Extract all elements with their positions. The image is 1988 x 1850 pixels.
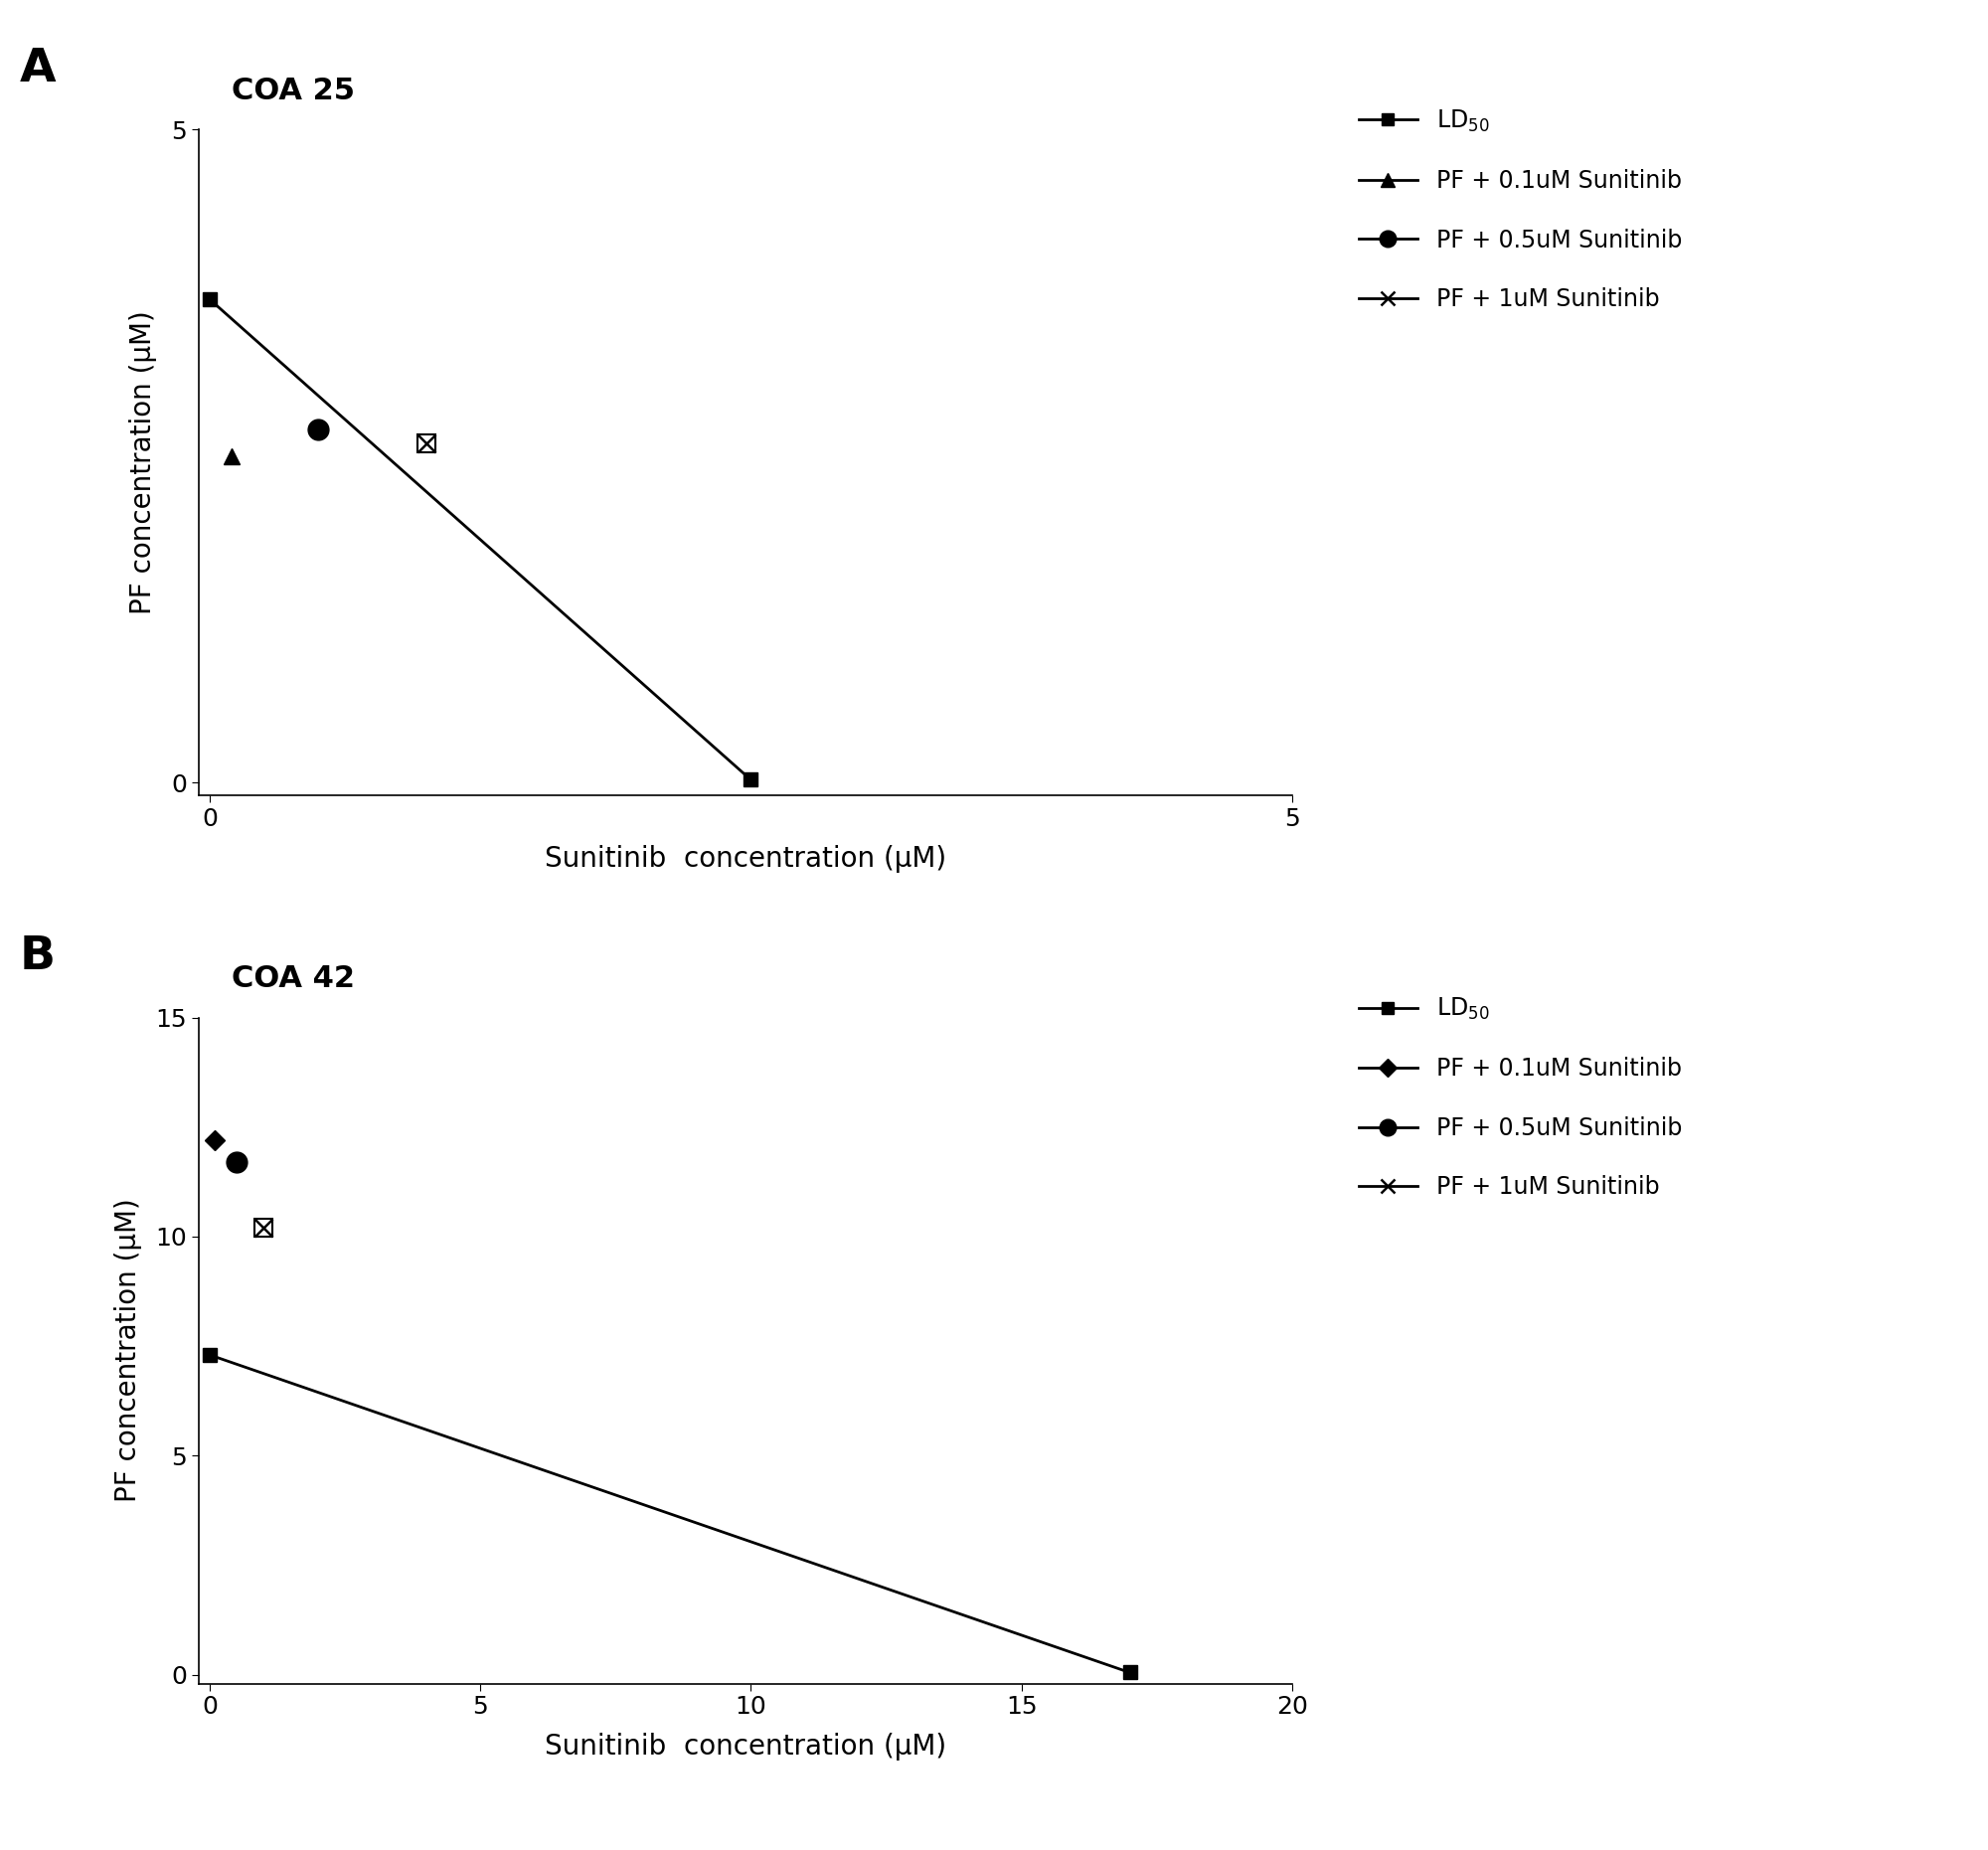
Text: B: B bbox=[20, 934, 56, 979]
X-axis label: Sunitinib  concentration (μM): Sunitinib concentration (μM) bbox=[545, 845, 946, 873]
Text: COA 42: COA 42 bbox=[231, 964, 354, 993]
Y-axis label: PF concentration (μM): PF concentration (μM) bbox=[113, 1199, 141, 1502]
Text: A: A bbox=[20, 46, 56, 91]
Legend: LD$_{50}$, PF + 0.1uM Sunitinib, PF + 0.5uM Sunitinib, PF + 1uM Sunitinib: LD$_{50}$, PF + 0.1uM Sunitinib, PF + 0.… bbox=[1358, 107, 1682, 311]
X-axis label: Sunitinib  concentration (μM): Sunitinib concentration (μM) bbox=[545, 1733, 946, 1761]
Y-axis label: PF concentration (μM): PF concentration (μM) bbox=[129, 311, 157, 614]
Legend: LD$_{50}$, PF + 0.1uM Sunitinib, PF + 0.5uM Sunitinib, PF + 1uM Sunitinib: LD$_{50}$, PF + 0.1uM Sunitinib, PF + 0.… bbox=[1358, 995, 1682, 1199]
Text: COA 25: COA 25 bbox=[231, 76, 354, 105]
